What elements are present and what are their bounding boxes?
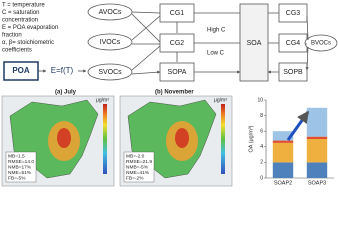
stat: MB=-2.0 [126, 153, 145, 159]
node-shape [278, 3, 308, 23]
colorbar [221, 104, 225, 174]
node-shape [87, 33, 133, 51]
node: BVOCs [311, 41, 331, 47]
node-shape [304, 34, 338, 52]
colorbar-unit: μg/m³ [214, 97, 227, 103]
node: E=f(T) [51, 66, 74, 75]
stat: NME=51% [8, 170, 32, 176]
node: SOPA [168, 69, 187, 76]
stats-box [123, 151, 155, 183]
node: SVOCs [98, 69, 122, 76]
node: IVOCs [100, 39, 121, 46]
node: CG1 [170, 10, 185, 17]
node-shape [87, 63, 133, 81]
arrow [131, 11, 160, 74]
legend-line: coefficients [2, 48, 32, 54]
bar-segment [306, 107, 328, 137]
arrow [305, 15, 308, 70]
arrow [176, 12, 240, 72]
y-tick-label: 6 [260, 129, 263, 135]
legend-line: E = POA evaporation [2, 25, 58, 31]
bar-segment [272, 162, 294, 178]
stat: FB=-5% [8, 176, 26, 182]
panel-label: (a) July [55, 90, 77, 96]
bar-chart: 0 2 4 6 8 10 OA (μg/m³) SOAP2 SOAP3 [248, 97, 334, 186]
stat: NMB=-5% [126, 164, 149, 170]
node: CG4 [286, 40, 301, 47]
y-tick-label: 8 [260, 113, 263, 119]
y-tick-label: 10 [257, 97, 263, 103]
stat: MB=1.5 [8, 153, 25, 159]
stat: FB=-2% [126, 176, 144, 182]
stat: RMSE=14.0 [8, 159, 34, 165]
bar-segment [306, 139, 328, 163]
colorbar-unit: μg/m³ [96, 97, 109, 103]
legend-line: α, β= stoichiometric [2, 40, 54, 46]
y-tick-label: 0 [260, 175, 263, 181]
stat: NMB=17% [8, 164, 32, 170]
node: POA [12, 66, 30, 75]
legend-line: fraction [2, 33, 22, 39]
bar-segment [306, 162, 328, 178]
stats-box [5, 151, 37, 183]
label: Low C [207, 51, 225, 57]
node: AVOCs [99, 9, 122, 16]
y-axis-label: OA (μg/m³) [248, 125, 254, 152]
node-shape [239, 3, 269, 82]
colorbar [103, 104, 107, 174]
legend-line: C = saturation [2, 10, 40, 16]
map-hotspot [175, 128, 189, 148]
stat: RMSE=21.9 [126, 159, 152, 165]
trend-arrow [286, 110, 310, 141]
node: CG2 [170, 40, 185, 47]
panel-label: (b) November [155, 90, 194, 96]
x-tick-label: SOAP3 [308, 180, 326, 186]
legend-line: concentration [2, 18, 38, 24]
node: SOA [247, 40, 262, 47]
stat: NME=41% [126, 170, 150, 176]
y-tick-label: 2 [260, 160, 263, 166]
bar-segment [272, 142, 294, 163]
arrow [268, 12, 279, 72]
y-tick-label: 4 [260, 144, 263, 150]
bar-segment [306, 136, 328, 139]
label: High C [207, 28, 226, 34]
bar-segment [272, 131, 294, 141]
maps: μg/m³ MB=1.5RMSE=14.0NMB=17%NME=51%FB=-5%… [1, 95, 233, 187]
map-hotspot [57, 128, 71, 148]
x-tick-label: SOAP2 [274, 180, 292, 186]
node: CG3 [286, 10, 301, 17]
node: SOPB [283, 69, 303, 76]
bar-segment [272, 140, 294, 143]
legend-line: T = temperature [2, 3, 45, 9]
